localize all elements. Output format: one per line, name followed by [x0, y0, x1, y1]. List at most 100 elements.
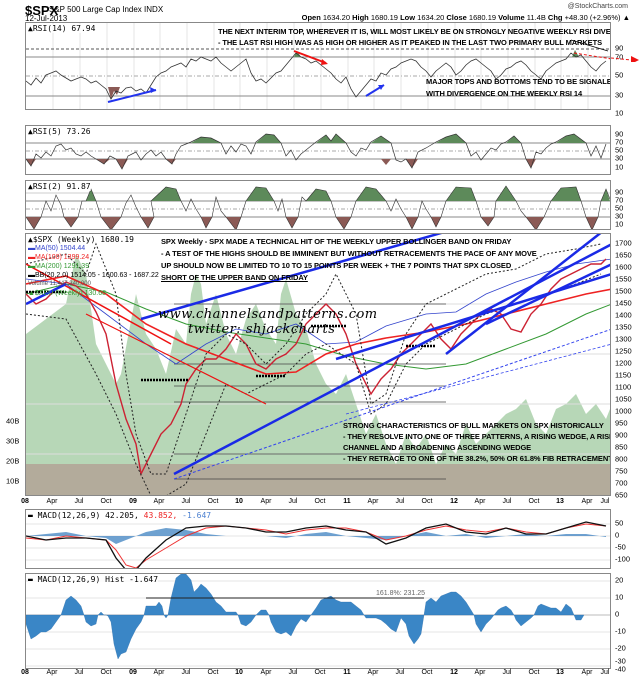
tick: 850	[615, 442, 628, 452]
tick: 900	[615, 430, 628, 440]
index-name: S&P 500 Large Cap Index	[49, 5, 142, 14]
rsi5-panel: ▲RSI(5) 73.26	[25, 125, 611, 175]
chart-date: 12-Jul-2013	[25, 14, 68, 23]
rsi2-value: RSI(2) 91.87	[32, 182, 91, 191]
x-tick: Jul	[395, 498, 405, 505]
x-tick: 13	[556, 669, 564, 676]
legend-ma200: ▬MA(200) 1291.39	[28, 263, 90, 270]
tick: 1100	[615, 382, 632, 392]
volume-axis: 40B 30B 20B 10B	[4, 233, 26, 496]
tick: 50	[615, 518, 624, 528]
x-tick: Oct	[100, 498, 112, 505]
tick: 90	[615, 129, 624, 139]
x-tick: Jul	[600, 669, 610, 676]
legend-text: MA(50) 1504.44	[35, 245, 86, 252]
price-note-line-3: UP SHOULD NOW BE LIMITED TO 10 TO 15 POI…	[161, 261, 512, 270]
tick: 30	[615, 90, 624, 100]
legend-text: BB(20,2.0) 1514.05 - 1600.63 - 1687.22	[35, 272, 159, 279]
tick: 90	[615, 187, 624, 197]
tick: -100	[615, 554, 631, 564]
tick: 650	[615, 490, 628, 500]
x-tick: Oct	[421, 498, 433, 505]
x-tick: Apr	[581, 669, 593, 676]
x-tick: Jul	[502, 669, 512, 676]
rsi14-note-line-1: THE NEXT INTERIM TOP, WHEREVER IT IS, WI…	[218, 27, 611, 36]
x-tick: Oct	[421, 669, 433, 676]
tick: 1700	[615, 238, 632, 248]
price-label: ▲$SPX (Weekly) 1680.19	[28, 235, 134, 244]
macd-panel: ▬ MACD(12,26,9) 42.205, 43.852, -1.647	[25, 509, 611, 569]
x-tick: Oct	[528, 669, 540, 676]
rsi5-value: RSI(5) 73.26	[32, 127, 91, 136]
quote-line: Open 1634.20 High 1680.19 Low 1634.20 Cl…	[301, 13, 630, 22]
tick: -50	[615, 542, 626, 552]
rsi5-label: ▲RSI(5) 73.26	[28, 127, 91, 136]
rsi14-note2-line-2: WITH DIVERGENCE ON THE WEEKLY RSI 14	[426, 89, 583, 98]
chg-label: Chg	[547, 13, 563, 22]
macd-hist-value: MACD(12,26,9) Hist -1.647	[37, 575, 159, 584]
rsi14-label: ▲RSI(14) 67.94	[28, 24, 96, 33]
tick: 800	[615, 454, 628, 464]
tick: -10	[615, 626, 626, 636]
tick: 10B	[6, 476, 20, 486]
x-tick: 12	[450, 669, 458, 676]
tick: 0	[615, 530, 620, 540]
price-note-line-2: - A TEST OF THE HIGHS SHOULD BE IMMINENT…	[161, 249, 537, 258]
x-tick: 11	[343, 498, 351, 505]
close-value: 1680.19	[468, 13, 497, 22]
x-axis-price: 08 Apr Jul Oct 09 Apr Jul Oct 10 Apr Jul…	[21, 498, 611, 508]
tick: 30	[615, 153, 624, 163]
source-credit: @StockCharts.com	[567, 3, 628, 10]
price-panel: ▲$SPX (Weekly) 1680.19 ▬MA(50) 1504.44 ▬…	[25, 233, 611, 496]
x-tick: Apr	[260, 669, 272, 676]
tick: 1450	[615, 298, 632, 308]
macd-axis: 50 0 -50 -100	[613, 509, 640, 569]
tick: 10	[615, 592, 624, 602]
macd-label: ▬ MACD(12,26,9) 42.205, 43.852, -1.647	[28, 511, 212, 520]
legend-xeu: ▲$XEU (Weekly) 130.68	[28, 290, 107, 297]
x-tick: Jul	[74, 498, 84, 505]
tick: 50	[615, 145, 624, 155]
rsi14-arrow-icon	[611, 56, 639, 62]
x-tick: Apr	[367, 669, 379, 676]
x-tick: Apr	[367, 498, 379, 505]
price-note2-line-1: STRONG CHARACTERISTICS OF BULL MARKETS O…	[343, 421, 604, 430]
tick: 700	[615, 478, 628, 488]
x-tick: Apr	[474, 498, 486, 505]
legend-ma100: ▬MA(100) 1399.24	[28, 254, 90, 261]
x-axis-bottom: 08 Apr Jul Oct 09 Apr Jul Oct 10 Apr Jul…	[21, 669, 611, 679]
price-axis: 1700 1650 1600 1550 1500 1450 1400 1350 …	[613, 233, 640, 500]
high-label: High	[352, 13, 369, 22]
tick: 10	[615, 162, 624, 172]
chart-header: $SPX S&P 500 Large Cap Index INDX 12-Jul…	[0, 0, 640, 23]
price-legend: ▲$SPX (Weekly) 1680.19 ▬MA(50) 1504.44 ▬…	[28, 235, 159, 298]
low-label: Low	[400, 13, 416, 22]
tick: 1200	[615, 358, 632, 368]
tick: 1050	[615, 394, 632, 404]
macd-plot	[26, 521, 610, 568]
tick: -40	[615, 664, 626, 674]
rsi2-axis: 90 70 50 30 10	[613, 180, 640, 230]
tick: -20	[615, 643, 626, 653]
rsi14-note2-line-1: MAJOR TOPS AND BOTTOMS TEND TO BE SIGNAL…	[426, 77, 611, 86]
tick: 1250	[615, 346, 632, 356]
tick: 750	[615, 466, 628, 476]
rsi14-value: RSI(14) 67.94	[32, 24, 96, 33]
open-label: Open	[301, 13, 321, 22]
tick: 50	[615, 70, 624, 80]
legend-bb: ▬BB(20,2.0) 1514.05 - 1600.63 - 1687.22	[28, 272, 159, 279]
tick: 0	[615, 609, 620, 619]
x-tick: Apr	[260, 498, 272, 505]
legend-text: $XEU (Weekly) 130.68	[34, 290, 107, 297]
price-value: $SPX (Weekly) 1680.19	[32, 235, 134, 244]
x-tick: Apr	[46, 498, 58, 505]
rsi2-label: ▲RSI(2) 91.87	[28, 182, 91, 191]
tick: -30	[615, 656, 626, 666]
x-tick: Oct	[207, 498, 219, 505]
volume-value: 11.4B	[526, 13, 546, 22]
exchange: INDX	[144, 5, 164, 14]
macd-hist-axis: 20 10 0 -10 -20 -30 -40	[613, 573, 640, 674]
x-tick: Jul	[181, 669, 191, 676]
rsi2-panel: ▲RSI(2) 91.87	[25, 180, 611, 230]
macd-hist-panel: ▬ MACD(12,26,9) Hist -1.647 161.8%: 231.…	[25, 573, 611, 669]
